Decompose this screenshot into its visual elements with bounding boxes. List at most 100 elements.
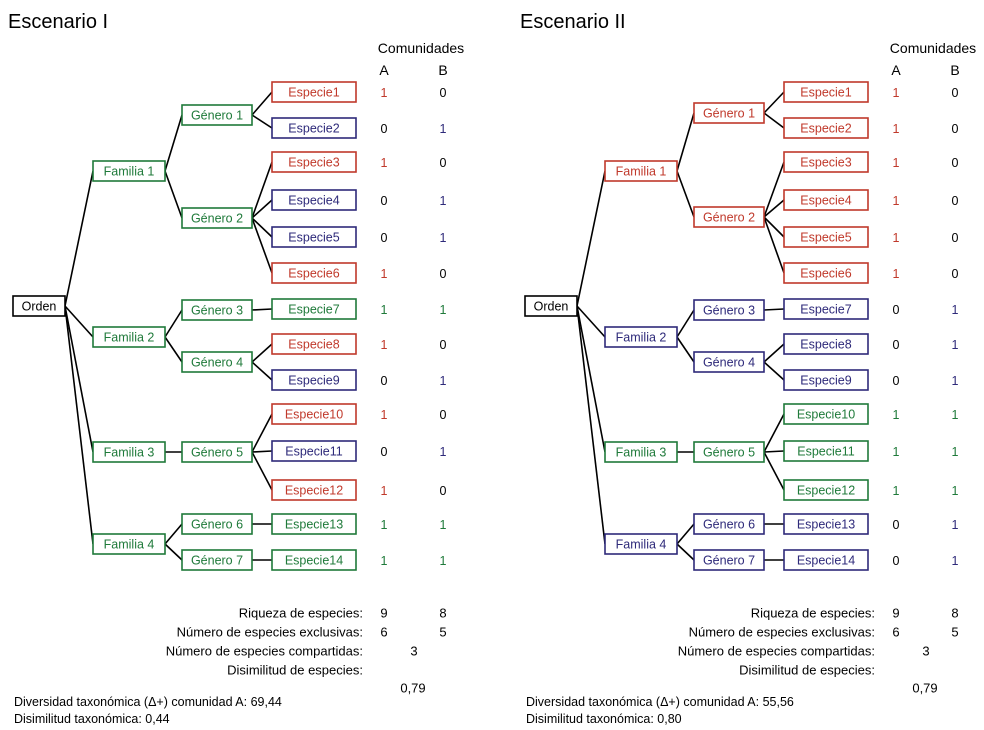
presence-b: 1 (952, 484, 959, 498)
tree-edges (64, 91, 273, 561)
species-node: Especie1 (783, 81, 869, 103)
genus-node: Género 2 (693, 206, 765, 228)
presence-a: 0 (893, 374, 900, 388)
presence-a: 1 (381, 156, 388, 170)
presence-b: 1 (952, 374, 959, 388)
column-a-header: A (379, 62, 389, 78)
genus-node: Género 5 (181, 441, 253, 463)
presence-a: 1 (381, 484, 388, 498)
family-node-label: Familia 4 (616, 538, 667, 552)
presence-a: 0 (381, 194, 388, 208)
family-node-frame (604, 326, 678, 348)
species-node-label: Especie13 (285, 518, 343, 532)
disimilitud-taxonomica: Disimilitud taxonómica: 0,44 (14, 712, 170, 726)
species-node-frame (783, 298, 869, 320)
species-node-label: Especie9 (288, 374, 339, 388)
presence-a: 1 (381, 86, 388, 100)
family-node-frame (604, 160, 678, 182)
presence-b: 1 (440, 374, 447, 388)
disimilitud-value: 0,79 (400, 681, 425, 696)
edge (164, 170, 183, 219)
species-node-label: Especie5 (288, 231, 339, 245)
presence-a: 1 (893, 156, 900, 170)
stat-label-exclusivas: Número de especies exclusivas: (177, 625, 363, 640)
species-node-frame (271, 479, 357, 501)
species-node: Especie4 (783, 189, 869, 211)
edge (251, 91, 273, 116)
presence-a: 1 (381, 554, 388, 568)
species-node-frame (271, 369, 357, 391)
presence-b: 1 (440, 194, 447, 208)
presence-a: 1 (381, 303, 388, 317)
family-node-frame (604, 533, 678, 555)
family-node-frame (92, 326, 166, 348)
edge (763, 343, 785, 363)
edge (763, 413, 785, 453)
column-b-header: B (950, 62, 959, 78)
presence-a: 0 (893, 303, 900, 317)
family-node-label: Familia 1 (104, 165, 155, 179)
edge (251, 413, 273, 453)
species-node-label: Especie13 (797, 518, 855, 532)
species-node: Especie9 (271, 369, 357, 391)
species-node: Especie11 (783, 440, 869, 462)
presence-a: 1 (893, 231, 900, 245)
stat-label-riqueza: Riqueza de especies: (751, 606, 875, 621)
exclusivas-b: 5 (439, 625, 446, 640)
genus-node-label: Género 1 (191, 109, 243, 123)
presence-b: 1 (952, 408, 959, 422)
genus-node: Género 6 (693, 513, 765, 535)
presence-b: 0 (952, 194, 959, 208)
species-node: Especie10 (783, 403, 869, 425)
species-node: Especie13 (271, 513, 357, 535)
scenario-1: Escenario I Comunidades A B Orden Familia 1 Fa… (8, 11, 464, 726)
species-node-label: Especie1 (800, 86, 851, 100)
species-node: Especie2 (783, 117, 869, 139)
family-node-label: Familia 1 (616, 165, 667, 179)
genus-node-frame (181, 299, 253, 321)
edge (763, 308, 785, 311)
column-a-header: A (891, 62, 901, 78)
genus-node: Género 4 (181, 351, 253, 373)
stat-label-compartidas: Número de especies compartidas: (678, 644, 875, 659)
genus-node-label: Género 4 (191, 356, 243, 370)
genus-node-label: Género 2 (191, 212, 243, 226)
presence-a: 0 (381, 231, 388, 245)
genus-node: Género 3 (181, 299, 253, 321)
species-node-label: Especie4 (800, 194, 851, 208)
disimilitud-taxonomica: Disimilitud taxonómica: 0,80 (526, 712, 682, 726)
genus-node-frame (181, 104, 253, 126)
stat-label-disimilitud: Disimilitud de especies: (227, 663, 363, 678)
disimilitud-value: 0,79 (912, 681, 937, 696)
species-node-frame (783, 513, 869, 535)
riqueza-b: 8 (439, 606, 446, 621)
genus-node-label: Género 5 (191, 446, 243, 460)
genus-node-frame (693, 102, 765, 124)
presence-b: 1 (440, 518, 447, 532)
presence-a: 1 (381, 518, 388, 532)
edge (251, 451, 273, 491)
edge (676, 523, 695, 545)
exclusivas-b: 5 (951, 625, 958, 640)
species-node-label: Especie3 (288, 156, 339, 170)
genus-node-label: Género 7 (191, 554, 243, 568)
species-node: Especie12 (271, 479, 357, 501)
species-node-label: Especie6 (800, 267, 851, 281)
family-node-label: Familia 2 (104, 331, 155, 345)
species-node-label: Especie11 (797, 445, 854, 459)
species-node: Especie2 (271, 117, 357, 139)
species-node: Especie6 (783, 262, 869, 284)
species-node-frame (783, 369, 869, 391)
exclusivas-a: 6 (380, 625, 387, 640)
scenario-title: Escenario I (8, 11, 108, 33)
root-node-frame (524, 295, 578, 317)
species-node-frame (783, 549, 869, 571)
edge (251, 361, 273, 381)
genus-node-frame (181, 207, 253, 229)
species-node: Especie8 (271, 333, 357, 355)
presence-b: 1 (952, 303, 959, 317)
genus-node-label: Género 6 (191, 518, 243, 532)
species-node: Especie10 (271, 403, 357, 425)
presence-b: 1 (952, 338, 959, 352)
species-node-frame (271, 262, 357, 284)
